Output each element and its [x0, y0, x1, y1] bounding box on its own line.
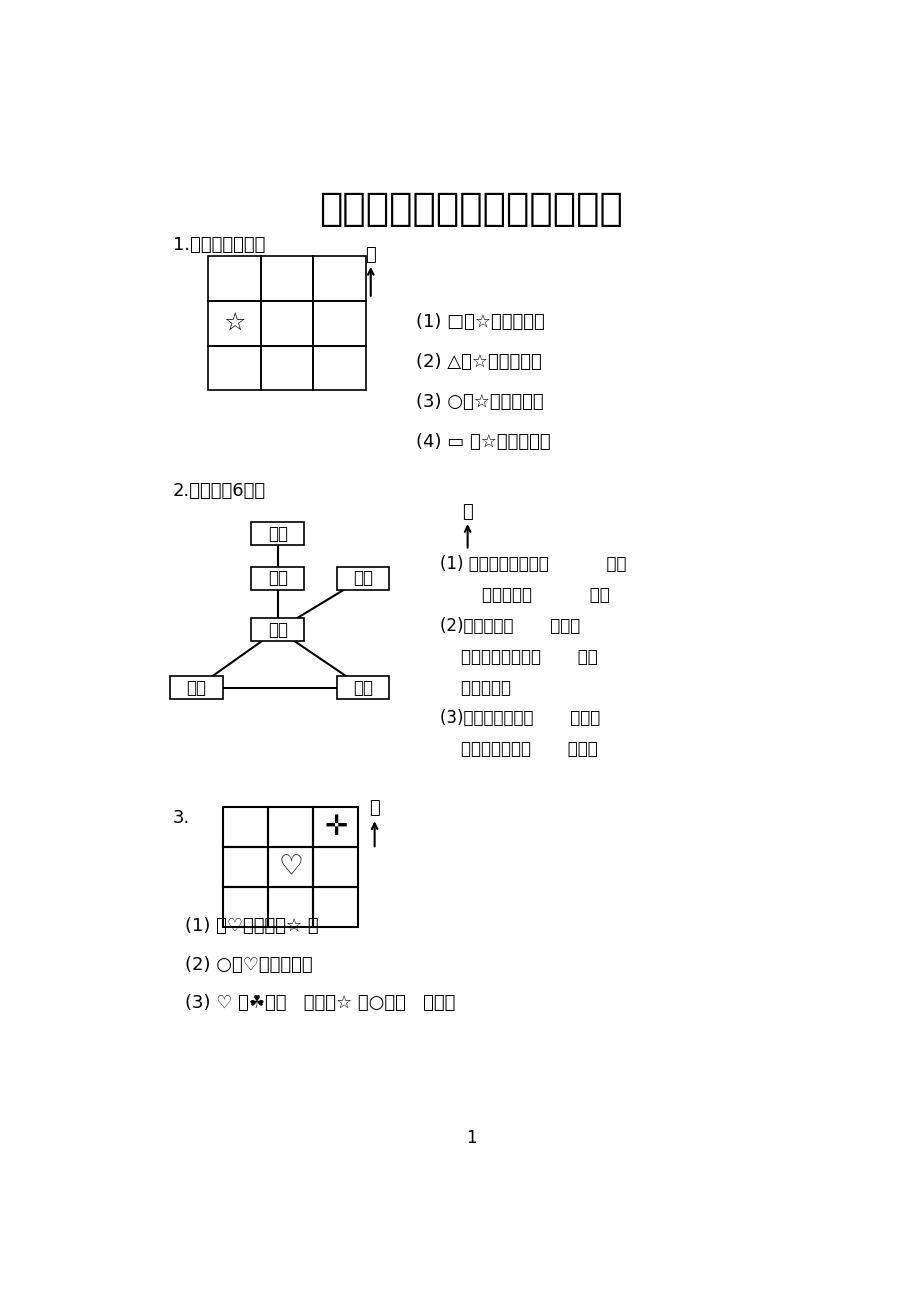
Text: 3.: 3.	[173, 810, 190, 828]
Bar	[313, 807, 358, 846]
Bar	[336, 566, 389, 590]
Bar	[260, 345, 313, 391]
Bar	[313, 345, 366, 391]
Text: 邮局: 邮局	[353, 678, 372, 697]
Text: 1: 1	[466, 1129, 476, 1147]
Bar	[313, 256, 366, 301]
Bar	[251, 566, 304, 590]
Bar	[260, 301, 313, 345]
Text: 北: 北	[365, 246, 376, 264]
Bar	[313, 887, 358, 927]
Text: 1.按要求画图形。: 1.按要求画图形。	[173, 236, 266, 254]
Text: (1) 学校的东北面是（           ），: (1) 学校的东北面是（ ），	[440, 556, 627, 573]
Text: (1) 在♡的南面画☆ 。: (1) 在♡的南面画☆ 。	[185, 917, 318, 935]
Text: 广场在超市的（       ）面。: 广场在超市的（ ）面。	[440, 740, 597, 758]
Text: (3)超市在学校的（       ）面，: (3)超市在学校的（ ）面，	[440, 710, 600, 728]
Bar	[223, 846, 268, 887]
Text: 车站: 车站	[353, 569, 372, 587]
Text: (1) □在☆的东南面。: (1) □在☆的东南面。	[415, 312, 544, 331]
Text: 东南面是（           ）。: 东南面是（ ）。	[440, 586, 609, 604]
Text: 北: 北	[461, 503, 472, 521]
Bar	[251, 522, 304, 546]
Text: 菜场: 菜场	[187, 678, 206, 697]
Text: 认识东北、西北、东南、西南: 认识东北、西北、东南、西南	[319, 190, 623, 228]
Bar	[223, 887, 268, 927]
Bar	[208, 345, 260, 391]
Text: 北: 北	[369, 799, 380, 818]
Bar	[268, 846, 313, 887]
Bar	[313, 846, 358, 887]
Text: (3) ○在☆的西南面。: (3) ○在☆的西南面。	[415, 393, 543, 411]
Bar	[336, 676, 389, 699]
Text: 学校: 学校	[267, 621, 288, 639]
Bar	[251, 618, 304, 642]
Bar	[208, 256, 260, 301]
Bar	[223, 807, 268, 846]
Text: ☆: ☆	[223, 311, 245, 336]
Text: (2)从学校向（       ）方向: (2)从学校向（ ）方向	[440, 617, 580, 635]
Text: 广场: 广场	[267, 525, 288, 543]
Text: 超市: 超市	[267, 569, 288, 587]
Text: (3) ♡ 在☘的（   ）面，☆ 在○的（   ）面。: (3) ♡ 在☘的（ ）面，☆ 在○的（ ）面。	[185, 995, 455, 1012]
Text: 2.认方向（6分）: 2.认方向（6分）	[173, 482, 266, 500]
Text: (2) △在☆的东北面。: (2) △在☆的东北面。	[415, 353, 541, 371]
Bar	[268, 887, 313, 927]
Text: (4) ▭ 在☆的西北面。: (4) ▭ 在☆的西北面。	[415, 432, 550, 450]
Bar	[208, 301, 260, 345]
Bar	[268, 807, 313, 846]
Text: 走到菜场，再向（       ）面: 走到菜场，再向（ ）面	[440, 647, 597, 665]
Text: 走到邮局。: 走到邮局。	[440, 678, 511, 697]
Bar	[260, 256, 313, 301]
Text: (2) ○在♡的东南面。: (2) ○在♡的东南面。	[185, 956, 312, 974]
Text: ✛: ✛	[323, 812, 347, 841]
Text: ♡: ♡	[278, 853, 303, 881]
Bar	[170, 676, 222, 699]
Bar	[313, 301, 366, 345]
